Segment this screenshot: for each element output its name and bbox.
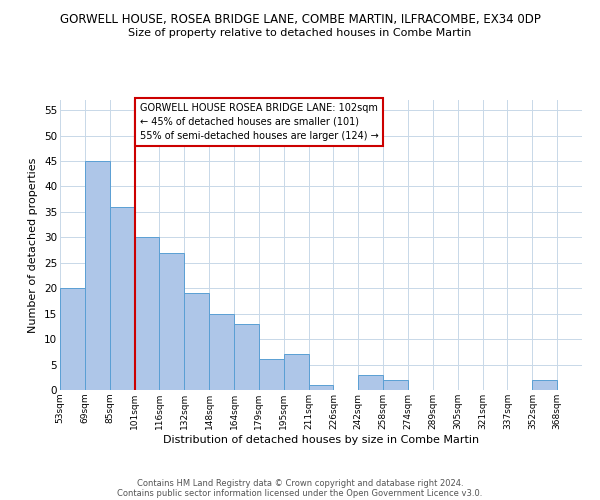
Bar — [358, 374, 383, 390]
Y-axis label: Number of detached properties: Number of detached properties — [28, 158, 38, 332]
Bar — [308, 385, 334, 390]
Text: Size of property relative to detached houses in Combe Martin: Size of property relative to detached ho… — [128, 28, 472, 38]
Bar — [284, 354, 308, 390]
Bar — [234, 324, 259, 390]
Bar — [85, 161, 110, 390]
Text: GORWELL HOUSE ROSEA BRIDGE LANE: 102sqm
← 45% of detached houses are smaller (10: GORWELL HOUSE ROSEA BRIDGE LANE: 102sqm … — [140, 102, 378, 142]
Bar — [209, 314, 234, 390]
Bar — [532, 380, 557, 390]
Bar — [184, 294, 209, 390]
Bar — [110, 207, 134, 390]
Text: GORWELL HOUSE, ROSEA BRIDGE LANE, COMBE MARTIN, ILFRACOMBE, EX34 0DP: GORWELL HOUSE, ROSEA BRIDGE LANE, COMBE … — [59, 12, 541, 26]
Bar — [60, 288, 85, 390]
Bar — [134, 238, 160, 390]
Bar — [383, 380, 408, 390]
Bar — [160, 252, 184, 390]
Text: Contains public sector information licensed under the Open Government Licence v3: Contains public sector information licen… — [118, 488, 482, 498]
Bar — [259, 360, 284, 390]
X-axis label: Distribution of detached houses by size in Combe Martin: Distribution of detached houses by size … — [163, 434, 479, 444]
Text: Contains HM Land Registry data © Crown copyright and database right 2024.: Contains HM Land Registry data © Crown c… — [137, 478, 463, 488]
